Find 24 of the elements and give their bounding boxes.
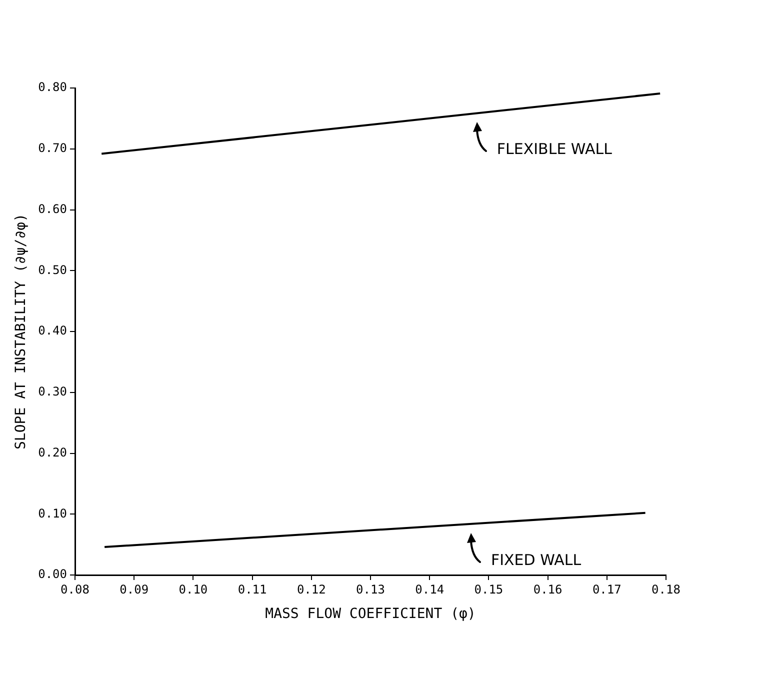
x-tick-label: 0.16 (533, 582, 562, 596)
y-tick-label: 0.10 (38, 506, 67, 520)
x-tick-label: 0.15 (474, 582, 504, 596)
y-tick-label: 0.60 (38, 202, 67, 216)
x-tick-label: 0.11 (238, 582, 267, 596)
x-tick-label: 0.13 (356, 582, 385, 596)
x-axis-title: MASS FLOW COEFFICIENT (φ) (265, 606, 476, 622)
y-tick-label: 0.30 (38, 384, 67, 398)
x-tick-label: 0.10 (178, 582, 208, 596)
x-tick-label: 0.14 (415, 582, 444, 596)
x-tick-label: 0.17 (592, 582, 622, 596)
x-tick-label: 0.08 (60, 582, 90, 596)
x-tick-label: 0.12 (296, 582, 326, 596)
y-tick-label: 0.70 (38, 141, 67, 155)
y-tick-label: 0.50 (38, 262, 67, 277)
annotation: FIXED WALL (490, 550, 582, 569)
annotation: FLEXIBLE WALL (496, 140, 613, 158)
x-tick-label: 0.09 (120, 582, 149, 596)
y-tick-label: 0.40 (38, 324, 67, 338)
y-axis-title: SLOPE AT INSTABILITY (∂ψ/∂φ) (13, 213, 30, 450)
y-tick-label: 0.20 (38, 445, 67, 460)
y-tick-label: 0.00 (38, 567, 67, 582)
y-tick-label: 0.80 (38, 80, 67, 94)
x-tick-label: 0.18 (652, 582, 680, 596)
